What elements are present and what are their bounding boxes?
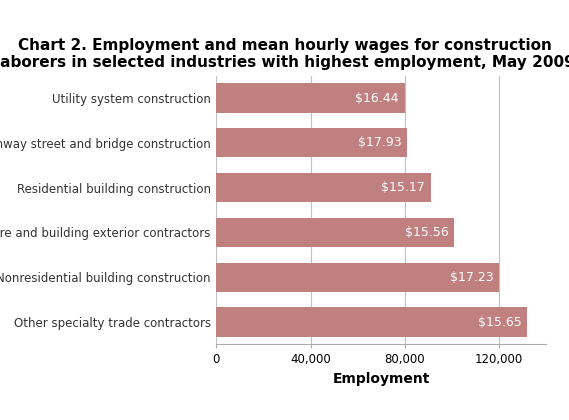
Text: $15.65: $15.65 (478, 315, 521, 328)
Text: $15.56: $15.56 (405, 226, 448, 239)
Text: $17.93: $17.93 (358, 136, 401, 149)
X-axis label: Employment: Employment (332, 372, 430, 386)
Bar (216, 128, 407, 158)
Bar (216, 84, 405, 113)
Text: $17.23: $17.23 (450, 271, 493, 284)
Text: $15.17: $15.17 (381, 181, 425, 194)
Bar (216, 173, 431, 202)
Text: $16.44: $16.44 (356, 92, 399, 105)
Bar (216, 218, 454, 247)
Bar (216, 307, 527, 336)
Text: Chart 2. Employment and mean hourly wages for construction
laborers in selected : Chart 2. Employment and mean hourly wage… (0, 38, 569, 70)
Bar (216, 262, 499, 292)
